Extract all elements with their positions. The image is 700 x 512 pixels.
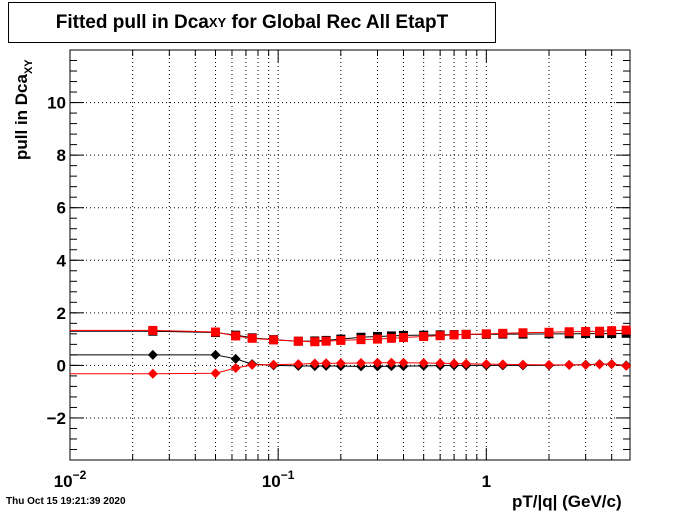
data-point-diamond [594, 359, 605, 370]
data-point-diamond [497, 359, 508, 370]
title-sub: XY [208, 15, 227, 30]
x-tick-label: 10−2 [54, 468, 87, 491]
data-point-diamond [147, 349, 158, 360]
data-point-square [231, 331, 241, 341]
series-4 [70, 357, 632, 379]
y-tick-label: 10 [47, 94, 66, 113]
grid-lines [70, 50, 630, 460]
data-point-square [621, 325, 631, 335]
data-point-diamond [309, 358, 320, 369]
data-point-diamond [293, 359, 304, 370]
data-point-diamond [386, 357, 397, 368]
series-3 [70, 349, 632, 372]
data-point-diamond [398, 357, 409, 368]
data-point-square [336, 335, 346, 345]
data-point-square [310, 337, 320, 347]
data-point-square [269, 335, 279, 345]
data-point-square [293, 336, 303, 346]
title-main: Fitted pull in Dca [55, 11, 209, 33]
data-point-square [398, 333, 408, 343]
y-tick-label: −2 [47, 409, 66, 428]
data-point-square [481, 329, 491, 339]
data-point-diamond [268, 359, 279, 370]
data-point-square [148, 325, 158, 335]
data-point-diamond [230, 363, 241, 374]
chart-title: Fitted pull in Dca XY for Global Rec All … [9, 3, 495, 42]
data-series [70, 325, 632, 379]
data-point-diamond [247, 359, 258, 370]
data-point-square [449, 330, 459, 340]
data-point-diamond [372, 357, 383, 368]
data-point-square [581, 326, 591, 336]
y-tick-label: 0 [57, 356, 66, 375]
data-point-diamond [147, 368, 158, 379]
data-point-diamond [418, 358, 429, 369]
data-point-square [435, 331, 445, 341]
data-point-square [518, 328, 528, 338]
data-point-square [607, 326, 617, 336]
data-point-diamond [564, 359, 575, 370]
data-point-square [498, 328, 508, 338]
data-point-diamond [449, 358, 460, 369]
data-point-diamond [517, 359, 528, 370]
data-point-diamond [580, 359, 591, 370]
y-tick-label: 2 [57, 304, 66, 323]
data-point-diamond [461, 358, 472, 369]
data-point-diamond [230, 353, 241, 364]
data-point-diamond [606, 359, 617, 370]
data-point-square [356, 335, 366, 345]
data-point-square [461, 329, 471, 339]
data-point-diamond [435, 358, 446, 369]
axes: −2 0 2 4 6 8 10 10−2 10−1 1 [47, 49, 631, 491]
data-point-diamond [481, 359, 492, 370]
data-point-square [321, 336, 331, 346]
data-point-square [544, 327, 554, 337]
x-tick-label: 10−1 [262, 468, 295, 491]
data-point-square [419, 331, 429, 341]
data-point-square [247, 333, 257, 343]
plot-frame [69, 49, 631, 461]
data-point-diamond [355, 358, 366, 369]
data-point-square [210, 327, 220, 337]
data-point-diamond [321, 358, 332, 369]
data-point-square [386, 333, 396, 343]
data-point-diamond [543, 359, 554, 370]
y-tick-label: 4 [57, 251, 67, 270]
y-tick-label: 6 [57, 199, 66, 218]
x-axis-label: pT/|q| (GeV/c) [512, 492, 622, 511]
data-point-square [372, 334, 382, 344]
x-tick-label: 1 [482, 472, 491, 491]
data-point-diamond [335, 358, 346, 369]
timestamp-footer: Thu Oct 15 19:21:39 2020 [6, 496, 126, 507]
y-tick-label: 8 [57, 146, 66, 165]
data-point-diamond [621, 360, 632, 371]
title-box: Fitted pull in Dca XY for Global Rec All … [8, 2, 496, 43]
series-2 [70, 325, 631, 347]
data-point-diamond [210, 368, 221, 379]
title-rest: for Global Rec All EtapT [226, 11, 449, 33]
data-point-square [564, 327, 574, 337]
data-point-square [595, 326, 605, 336]
data-point-diamond [210, 349, 221, 360]
